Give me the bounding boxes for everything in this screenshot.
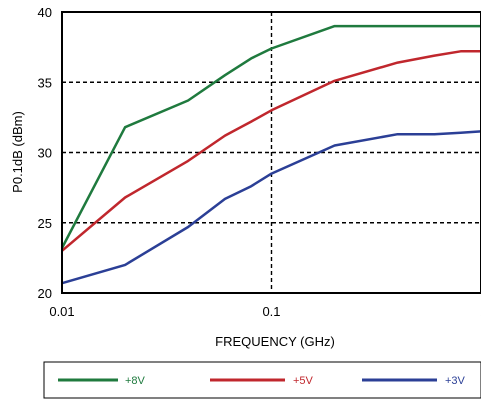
series-lines: [60, 24, 481, 285]
x-axis-label: FREQUENCY (GHz): [215, 334, 335, 349]
y-tick-label: 30: [38, 146, 52, 161]
plot-frame: [61, 11, 481, 294]
legend-label: +5V: [293, 375, 314, 387]
series-line: [61, 130, 481, 285]
legend: +8V +5V +3V: [43, 361, 481, 399]
series-line: [61, 50, 481, 252]
grid-lines: [62, 12, 481, 293]
y-tick-label: 40: [38, 5, 52, 20]
legend-label: +8V: [125, 375, 146, 387]
y-tick-label: 20: [38, 286, 52, 301]
y-tick-label: 35: [38, 75, 52, 90]
series-line: [60, 24, 481, 249]
legend-label: +3V: [445, 375, 466, 387]
y-axis-label: P0.1dB (dBm): [10, 111, 25, 193]
x-tick-label: 0.1: [262, 304, 280, 319]
y-tick-label: 25: [38, 216, 52, 231]
x-tick-label: 0.01: [49, 304, 74, 319]
